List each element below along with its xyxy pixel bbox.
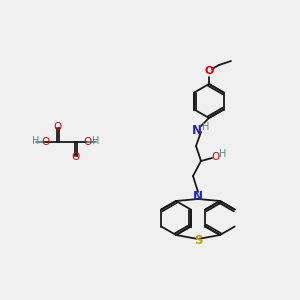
Text: O: O: [41, 137, 49, 147]
Text: H: H: [92, 136, 100, 146]
Text: O: O: [53, 122, 61, 132]
Text: N: N: [193, 190, 203, 203]
Text: H: H: [219, 149, 227, 159]
Text: O: O: [204, 66, 214, 76]
Text: O: O: [212, 152, 220, 162]
Text: H: H: [202, 122, 210, 132]
Text: S: S: [194, 235, 202, 248]
Text: N: N: [192, 124, 202, 136]
Text: O: O: [83, 137, 91, 147]
Text: H: H: [32, 136, 40, 146]
Text: O: O: [71, 152, 79, 162]
